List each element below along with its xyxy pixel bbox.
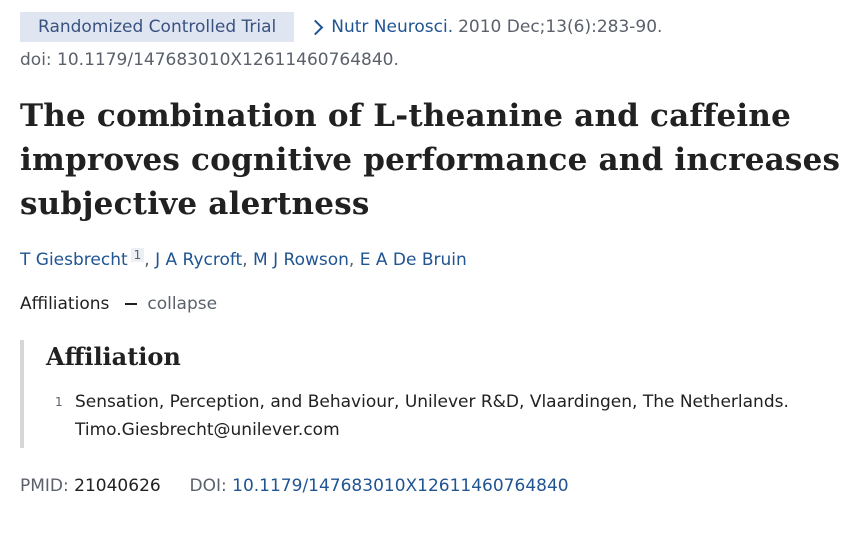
- affiliation-marker[interactable]: 1: [130, 248, 145, 262]
- pmid-value: 21040626: [74, 476, 161, 496]
- affiliation-heading: Affiliation: [46, 342, 181, 371]
- author-list: T Giesbrecht 1, J A Rycroft, M J Rowson, …: [20, 248, 853, 270]
- doi-line: doi: 10.1179/147683010X12611460764840.: [20, 50, 399, 70]
- affiliation-panel: Affiliation 1 Sensation, Perception, and…: [20, 340, 853, 448]
- citation-bar: Randomized Controlled Trial Nutr Neurosc…: [20, 12, 853, 42]
- affiliation-item: 1 Sensation, Perception, and Behaviour, …: [46, 388, 853, 444]
- minus-icon: [125, 303, 138, 305]
- author-link[interactable]: E A De Bruin: [359, 250, 467, 270]
- identifiers: PMID: 21040626 DOI: 10.1179/147683010X12…: [20, 476, 853, 496]
- author-link[interactable]: J A Rycroft: [155, 250, 243, 270]
- doi-link[interactable]: 10.1179/147683010X12611460764840: [232, 476, 569, 496]
- publication-type-badge: Randomized Controlled Trial: [20, 12, 295, 42]
- collapse-button[interactable]: collapse: [147, 294, 218, 314]
- author-link[interactable]: M J Rowson: [253, 250, 349, 270]
- affiliation-text: Sensation, Perception, and Behaviour, Un…: [75, 392, 789, 440]
- journal-citation: 2010 Dec;13(6):283-90.: [458, 17, 663, 37]
- author-link[interactable]: T Giesbrecht: [20, 250, 128, 270]
- affiliation-number: 1: [55, 395, 63, 409]
- chevron-right-icon[interactable]: [307, 19, 324, 35]
- article-title: The combination of L-theanine and caffei…: [20, 98, 841, 222]
- author-separator: ,: [144, 250, 156, 270]
- journal-link[interactable]: Nutr Neurosci.: [331, 17, 454, 37]
- pmid-label: PMID:: [20, 476, 69, 496]
- doi-label: DOI:: [189, 476, 227, 496]
- article-header: Randomized Controlled Trial Nutr Neurosc…: [20, 12, 853, 496]
- affiliations-toggle[interactable]: Affiliations collapse: [20, 294, 853, 314]
- author-separator: ,: [242, 250, 254, 270]
- affiliations-toggle-label: Affiliations: [20, 294, 110, 314]
- author-separator: ,: [348, 250, 360, 270]
